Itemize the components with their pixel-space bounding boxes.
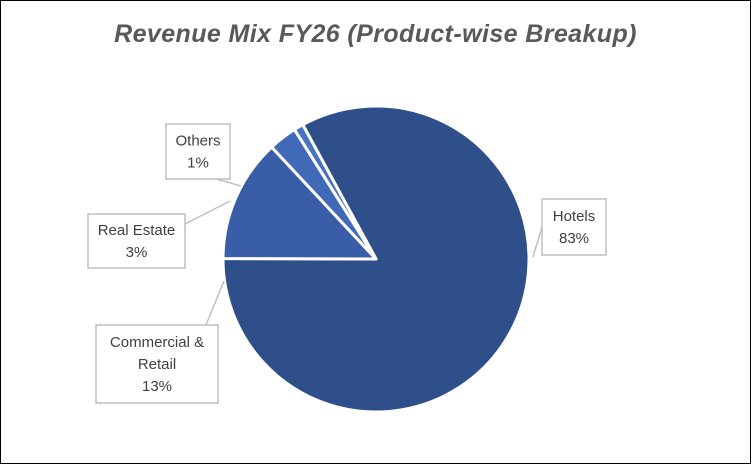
leader-line-others [215, 178, 242, 187]
data-label-value: 1% [187, 155, 209, 172]
data-label-category: Real Estate [98, 222, 176, 239]
data-label-commercial-retail: Commercial & Retail 13% [95, 324, 219, 404]
data-label-value: 83% [559, 230, 589, 247]
data-label-box [541, 198, 607, 256]
data-label-hotels: Hotels 83% [541, 198, 607, 256]
data-callouts: Hotels 83% Commercial & Retail 13% Real Estat… [87, 123, 607, 404]
leader-line-hotels [532, 226, 543, 258]
data-label-category: Commercial & [110, 334, 204, 351]
data-label-real-estate: Real Estate 3% [87, 213, 186, 269]
data-label-category: Others [175, 133, 220, 150]
leader-lines [184, 178, 543, 326]
pie-slice-others [292, 123, 378, 261]
data-label-value: 13% [142, 378, 172, 395]
data-label-others: Others 1% [165, 123, 231, 180]
pie-slice-commercial-retail [221, 145, 378, 261]
leader-line-real-estate [184, 200, 231, 225]
data-label-category: Hotels [553, 208, 596, 225]
data-label-box [87, 213, 186, 269]
data-label-value: 3% [126, 244, 148, 261]
data-label-category: Retail [138, 356, 176, 373]
leader-line-commercial-retail [205, 280, 225, 326]
pie-slices [221, 104, 531, 414]
data-label-box [95, 324, 219, 404]
data-label-box [165, 123, 231, 180]
chart-title: Revenue Mix FY26 (Product-wise Breakup) [114, 20, 637, 48]
